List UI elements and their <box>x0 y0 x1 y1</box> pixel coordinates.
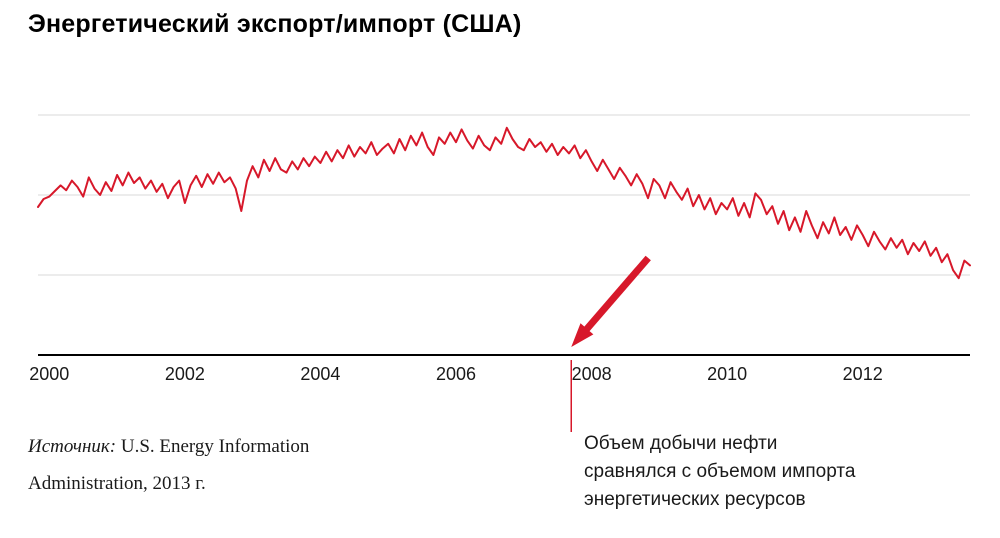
source-label: Источник: <box>28 436 117 457</box>
annotation-line: сравнялся с объемом импорта <box>584 461 856 482</box>
trend-line <box>37 126 971 280</box>
annotation-arrow-shaft <box>582 255 651 334</box>
x-tick-label: 2010 <box>707 364 747 384</box>
annotation-line: энергетических ресурсов <box>584 489 806 510</box>
annotation-arrow-head <box>571 323 594 347</box>
x-tick-label: 2000 <box>29 364 69 384</box>
page-title: Энергетический экспорт/импорт (США) <box>28 10 522 38</box>
source-text: U.S. Energy Information Administration, … <box>28 436 310 494</box>
x-tick-label: 2002 <box>165 364 205 384</box>
annotation-text: Объем добычи нефти сравнялся с объемом и… <box>584 430 855 514</box>
annotation-line: Объем добычи нефти <box>584 433 778 454</box>
x-tick-label: 2006 <box>436 364 476 384</box>
x-tick-label: 2008 <box>572 364 612 384</box>
x-tick-label: 2004 <box>300 364 340 384</box>
x-tick-label: 2012 <box>843 364 883 384</box>
source-note: Источник: U.S. Energy Information Admini… <box>28 428 373 502</box>
